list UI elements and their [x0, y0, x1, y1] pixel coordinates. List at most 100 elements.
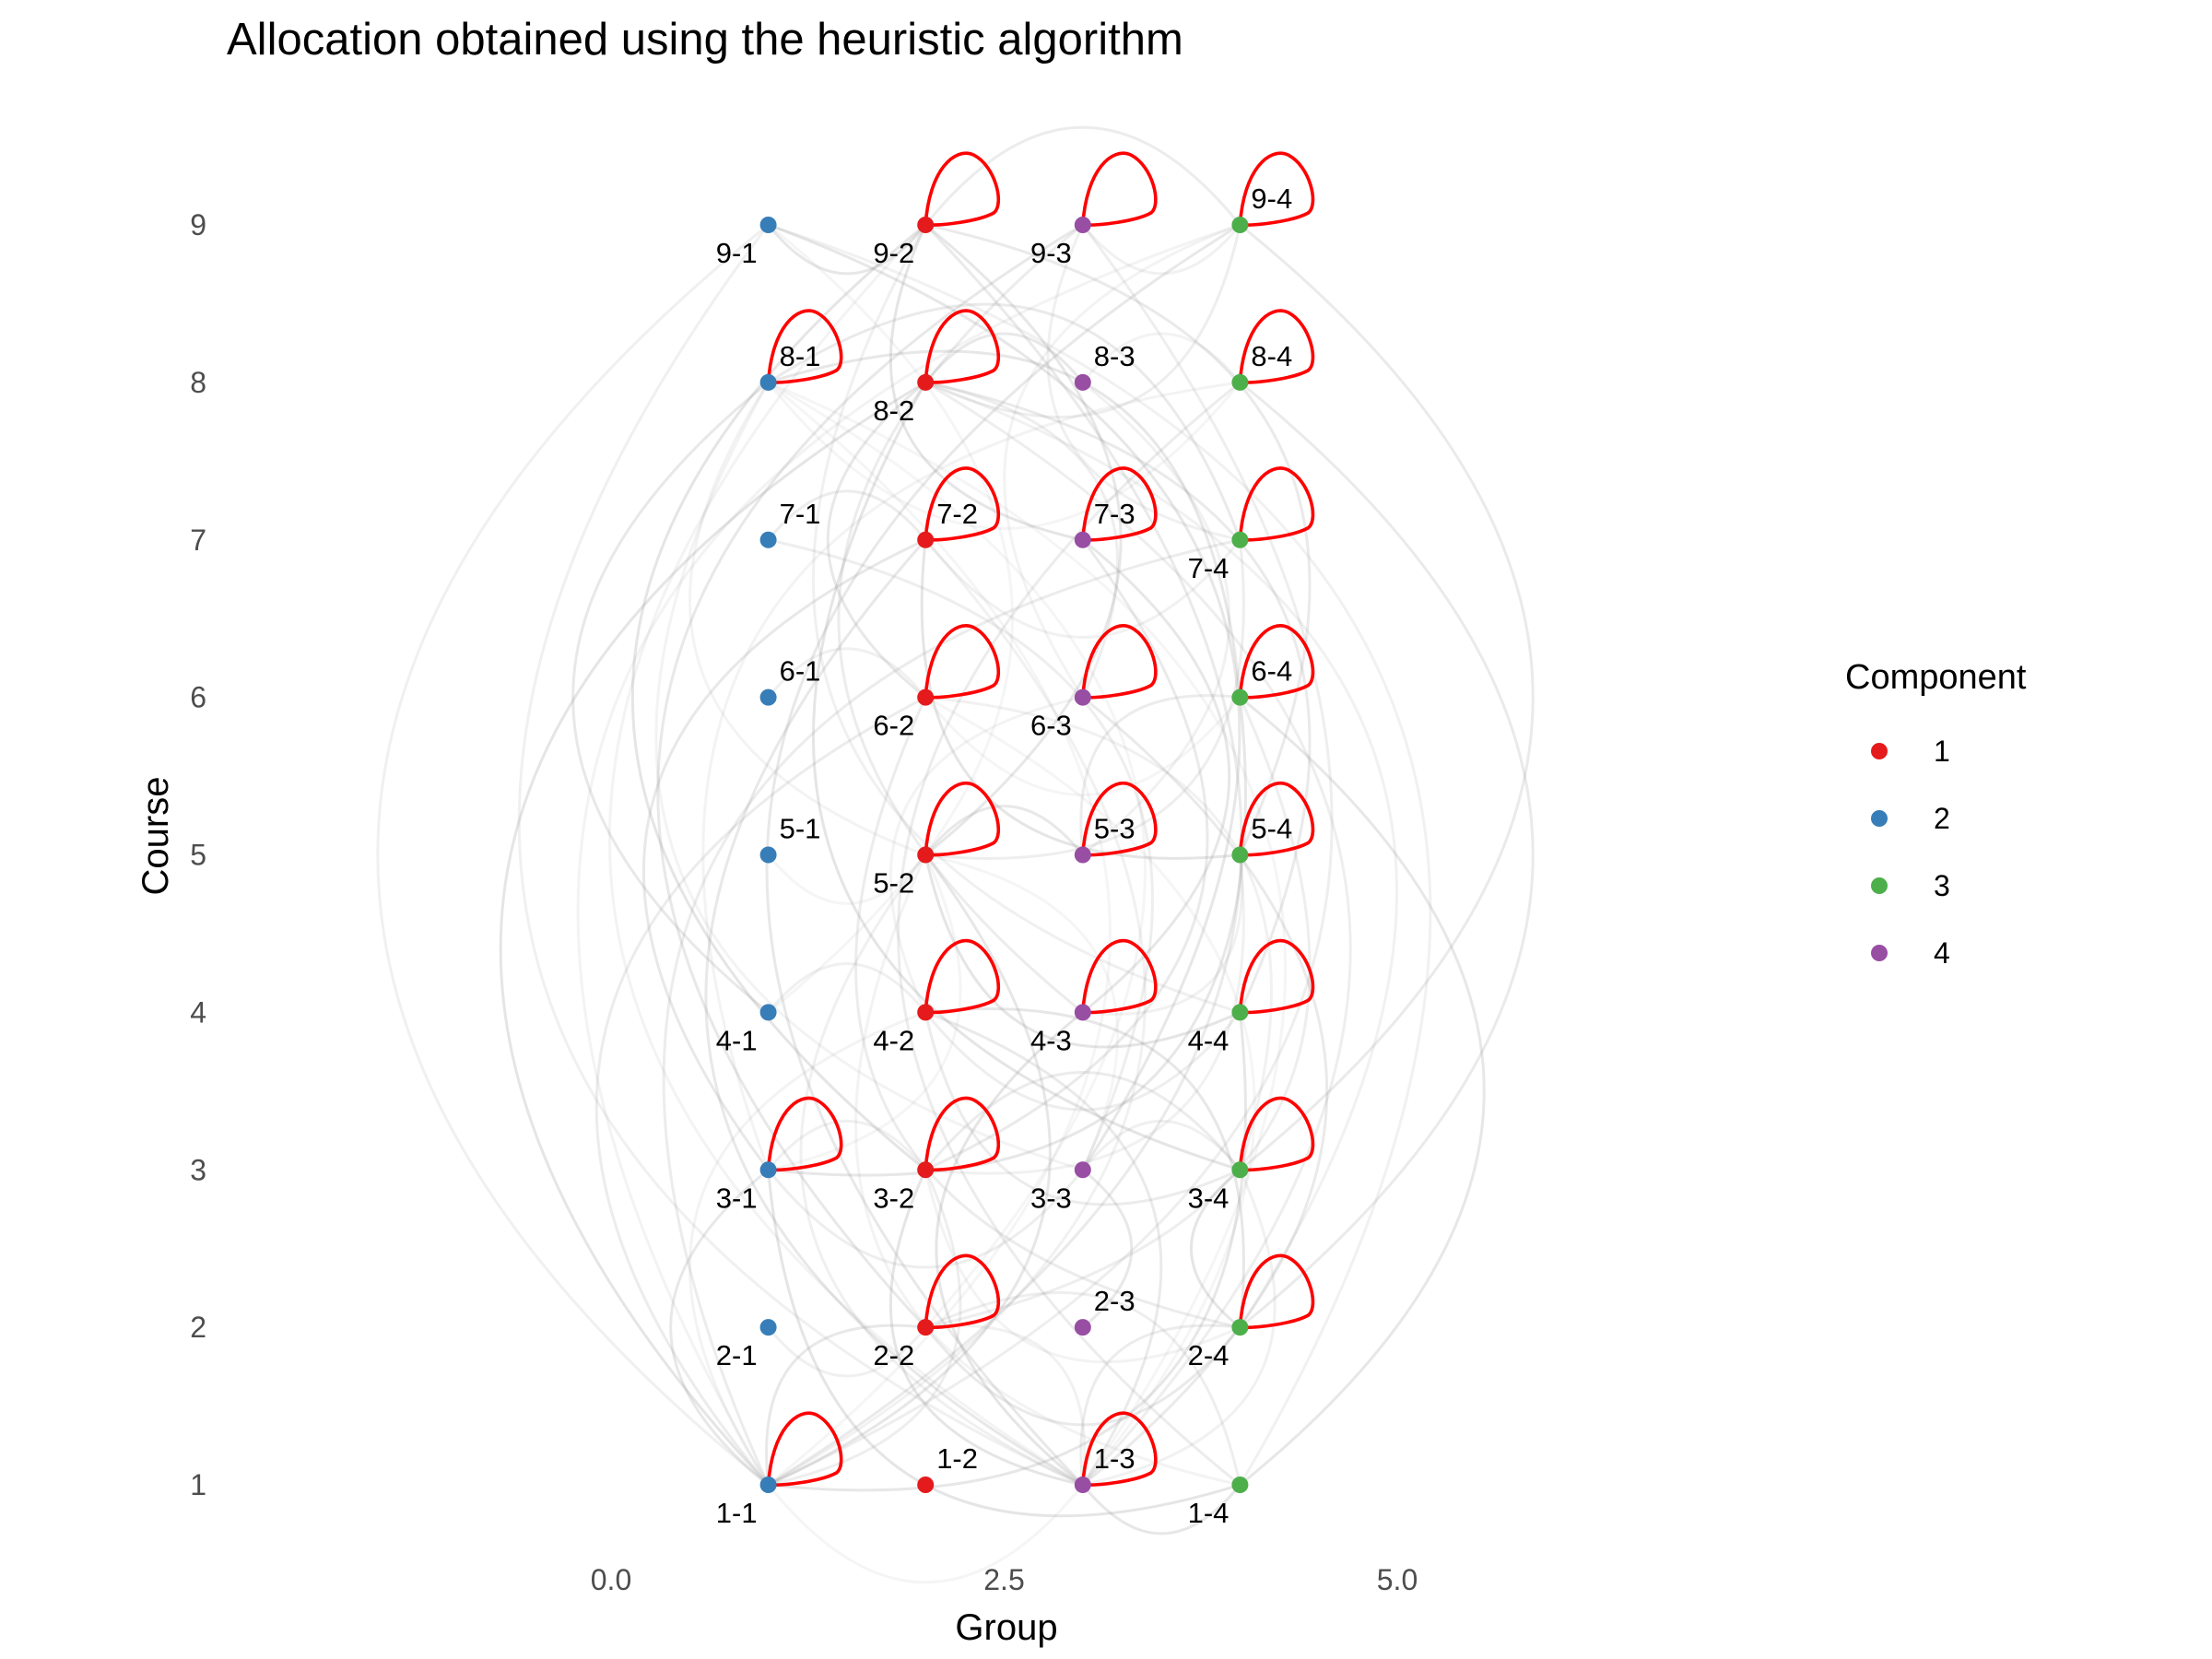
edge: [767, 381, 1112, 1487]
node-label-4-2: 4-2: [873, 1024, 914, 1056]
edge: [924, 1011, 1241, 1112]
edge: [888, 1169, 1084, 1487]
edge: [812, 382, 1241, 1171]
node-5-1: [759, 846, 777, 864]
edge: [1003, 223, 1241, 699]
edge: [607, 223, 1084, 1487]
y-axis-title: Course: [135, 777, 176, 896]
legend: Component 1 2 3 4: [1845, 658, 2027, 970]
self-loop-9-4: [1238, 151, 1315, 227]
node-2-3: [1074, 1319, 1091, 1336]
node-8-2: [917, 373, 935, 391]
self-loop-9-3: [1081, 151, 1158, 227]
x-axis-ticks: 0.0 2.5 5.0: [591, 1563, 1418, 1596]
edge: [767, 224, 927, 276]
node-4-2: [917, 1004, 935, 1021]
node-label-5-2: 5-2: [873, 867, 914, 900]
edge: [924, 332, 1084, 383]
node-1-4: [1231, 1477, 1249, 1493]
self-loop-3-2: [924, 1096, 1001, 1172]
x-axis-title: Group: [955, 1607, 1057, 1648]
edge: [767, 381, 1147, 1329]
node-label-3-1: 3-1: [716, 1182, 758, 1214]
self-loop-2-4: [1238, 1253, 1315, 1330]
y-tick-label: 6: [190, 681, 206, 714]
node-7-2: [917, 531, 935, 548]
y-tick-label: 8: [190, 366, 206, 399]
edge: [594, 696, 926, 1486]
edge: [826, 381, 927, 699]
node-1-2: [917, 1477, 935, 1493]
edge: [925, 1324, 1087, 1486]
node-label-4-1: 4-1: [716, 1024, 758, 1056]
edge: [1081, 224, 1241, 276]
node-label-2-2: 2-2: [873, 1339, 914, 1371]
nodes-layer: [759, 217, 1249, 1493]
edge: [924, 1070, 1241, 1171]
self-loop-2-2: [924, 1253, 1001, 1330]
self-loop-1-1: [766, 1411, 843, 1487]
edge: [1239, 381, 1535, 1329]
edge: [924, 853, 1120, 1171]
y-tick-label: 5: [190, 839, 206, 872]
node-label-4-4: 4-4: [1188, 1024, 1230, 1056]
edge: [1239, 696, 1486, 1487]
self-loop-8-1: [766, 309, 843, 384]
legend-key-4: [1871, 945, 1888, 961]
legend-label-2: 2: [1934, 802, 1950, 835]
node-5-4: [1231, 846, 1249, 864]
edge: [924, 223, 1123, 856]
self-loop-5-3: [1081, 782, 1158, 857]
node-3-1: [759, 1161, 777, 1179]
edge: [897, 381, 1241, 1487]
node-label-3-2: 3-2: [873, 1182, 914, 1214]
node-label-3-4: 3-4: [1188, 1182, 1230, 1214]
edge: [924, 125, 1241, 226]
node-7-4: [1231, 531, 1249, 548]
edge: [924, 224, 1241, 418]
edge: [837, 223, 1084, 1014]
self-loop-7-3: [1081, 466, 1158, 542]
edge: [767, 223, 1014, 1014]
edge: [1081, 381, 1230, 856]
node-label-7-1: 7-1: [780, 498, 821, 530]
node-label-1-1: 1-1: [716, 1497, 758, 1529]
edge: [925, 1007, 1245, 1328]
node-label-1-2: 1-2: [936, 1442, 978, 1475]
edge: [924, 696, 1241, 796]
edge: [768, 538, 1154, 1171]
self-loop-3-1: [766, 1096, 843, 1172]
edge: [925, 854, 1245, 1175]
legend-label-3: 3: [1934, 869, 1950, 902]
node-label-8-1: 8-1: [780, 340, 821, 372]
edge: [688, 1010, 926, 1486]
node-label-2-3: 2-3: [1094, 1285, 1135, 1317]
node-label-6-1: 6-1: [780, 655, 821, 688]
y-tick-label: 2: [190, 1311, 206, 1344]
edge: [767, 1484, 1084, 1584]
legend-key-3: [1871, 877, 1888, 894]
edge: [1082, 854, 1243, 1016]
edge: [935, 1011, 1084, 1487]
edge: [767, 1170, 1241, 1518]
node-7-3: [1074, 531, 1091, 548]
node-1-1: [759, 1477, 777, 1493]
edge: [1079, 1324, 1241, 1486]
edge: [1081, 1484, 1241, 1535]
self-loop-8-2: [924, 309, 1001, 384]
edge: [1081, 1169, 1134, 1329]
node-7-1: [759, 531, 777, 548]
edge: [765, 1324, 926, 1486]
node-2-2: [917, 1319, 935, 1336]
self-loop-6-4: [1238, 624, 1315, 700]
edge: [767, 961, 927, 1014]
self-loops-layer: [766, 151, 1315, 1487]
self-loop-6-2: [924, 624, 1001, 700]
node-8-1: [759, 373, 777, 391]
node-label-5-1: 5-1: [780, 813, 821, 845]
self-loop-4-2: [924, 938, 1001, 1015]
edge: [767, 302, 1241, 541]
x-tick-label: 0.0: [591, 1563, 631, 1596]
x-tick-label: 2.5: [983, 1563, 1024, 1596]
self-loop-4-3: [1081, 938, 1158, 1015]
